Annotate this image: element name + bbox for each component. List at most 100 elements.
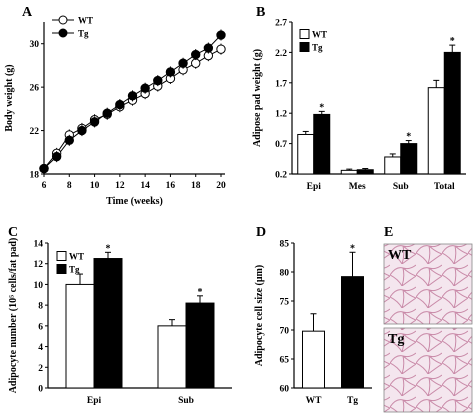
chart-b-legend-swatch <box>299 29 310 39</box>
chart-a-point-tg <box>51 151 62 162</box>
chart-a-point-tg <box>216 30 226 40</box>
chart-a-point-tg <box>115 99 125 110</box>
panel-e-letter: E <box>384 225 393 240</box>
chart-d-bar-tg <box>341 276 364 389</box>
chart-a-point-tg <box>77 125 87 136</box>
chart-b-y-axis-label: Adipose pad weight (g) <box>252 49 263 147</box>
chart-a-legend-label: WT <box>78 16 93 26</box>
chart-c-bar-wt-epi <box>65 283 95 389</box>
chart-a-point-wt <box>216 44 226 54</box>
chart-d-y-axis-label: Adipocyte cell size (μm) <box>254 265 265 366</box>
chart-d-y-tick-label: 85 <box>280 240 290 250</box>
chart-a-y-axis-label: Body weight (g) <box>4 64 15 131</box>
chart-b-y-tick-label: 0.2 <box>275 171 287 181</box>
panel-c-letter: C <box>8 225 18 240</box>
micrograph-tg-label: Tg <box>388 332 404 347</box>
chart-a-x-tick-label: 6 <box>42 181 47 191</box>
chart-b-bar-tg-epi <box>313 113 331 175</box>
chart-d-y-tick-label: 65 <box>280 356 290 366</box>
panel-b-letter: B <box>256 5 265 20</box>
chart-c-legend-swatch <box>56 264 67 274</box>
chart-a-point-tg <box>89 117 100 127</box>
chart-c-x-tick-label: Epi <box>87 396 102 406</box>
chart-a-point-tg <box>102 108 112 118</box>
chart-a-point-tg <box>191 49 201 60</box>
chart-a-legend-marker <box>58 15 68 25</box>
chart-b-bar-wt-total <box>427 87 445 175</box>
chart-c-significance-marker: * <box>106 243 111 254</box>
chart-c-x-tick-label: Sub <box>178 396 194 406</box>
chart-b-significance-marker: * <box>406 132 411 143</box>
chart-b-legend-swatch <box>299 42 310 52</box>
chart-b: 0.2 0.7 1.2 1.7 2.2 2.7 Adipose pad weight (g)… <box>252 19 466 192</box>
chart-c-legend-swatch <box>56 251 67 261</box>
chart-b-y-tick-label: 1.2 <box>275 110 287 120</box>
chart-b-x-tick-label: Mes <box>349 182 366 192</box>
chart-a-x-tick-label: 10 <box>90 181 100 191</box>
chart-b-bar-wt-epi <box>297 133 315 175</box>
chart-b-y-tick-label: 2.7 <box>275 19 287 29</box>
chart-c-legend-label: WT <box>69 252 84 262</box>
chart-d-x-tick-label: WT <box>306 396 323 406</box>
chart-a: 18 22 26 30 Body weight (g) 6 8 10 12 14 16 18 20 Tim… <box>4 15 226 207</box>
chart-a-y-tick-label: 22 <box>30 127 40 137</box>
panel-d-letter: D <box>256 225 266 240</box>
chart-b-y-tick-label: 1.7 <box>275 79 287 89</box>
chart-c-y-tick-label: 4 <box>38 343 43 353</box>
chart-d-x-tick-label: Tg <box>347 396 358 406</box>
chart-c-y-tick-label: 12 <box>34 260 44 270</box>
chart-b-x-tick-label: Epi <box>307 182 322 192</box>
chart-b-significance-marker: * <box>450 36 455 47</box>
chart-a-legend-marker <box>58 28 68 38</box>
micrograph-wt-label: WT <box>388 248 412 263</box>
chart-a-point-tg <box>127 91 138 101</box>
chart-b-legend-label: WT <box>312 30 327 40</box>
chart-b-bar-tg-mes <box>356 169 374 175</box>
chart-a-x-tick-label: 16 <box>166 181 176 191</box>
chart-a-legend-label: Tg <box>78 29 89 39</box>
chart-a-point-tg <box>165 67 176 77</box>
chart-a-point-wt <box>191 58 201 68</box>
panel-a-letter: A <box>22 5 33 20</box>
chart-a-x-axis-label: Time (weeks) <box>106 196 163 207</box>
chart-b-y-tick-label: 0.7 <box>275 140 287 150</box>
chart-d: 60 65 70 75 80 85 Adipocyte cell size (μm) WT * T… <box>254 240 372 406</box>
chart-a-point-tg <box>178 58 188 68</box>
chart-c-bar-tg-sub <box>185 302 215 389</box>
chart-b-bar-tg-total <box>443 51 461 175</box>
chart-a-x-tick-label: 18 <box>191 181 201 191</box>
chart-a-y-tick-label: 18 <box>30 171 40 181</box>
chart-d-y-tick-label: 60 <box>280 385 290 395</box>
chart-c-legend-label: Tg <box>69 265 80 275</box>
chart-c-bar-wt-sub <box>157 325 187 389</box>
chart-a-x-tick-label: 14 <box>140 181 150 191</box>
chart-d-y-tick-label: 75 <box>280 298 290 308</box>
chart-c-y-tick-label: 6 <box>38 322 43 332</box>
chart-d-significance-marker: * <box>350 243 355 254</box>
chart-b-x-tick-label: Sub <box>393 182 409 192</box>
chart-b-bar-wt-mes <box>340 169 358 175</box>
chart-c-y-tick-label: 14 <box>34 240 44 250</box>
chart-a-x-tick-label: 12 <box>115 181 125 191</box>
chart-a-x-tick-label: 20 <box>216 181 226 191</box>
chart-a-point-tg <box>153 75 163 86</box>
chart-a-point-tg <box>39 163 49 174</box>
chart-b-bar-wt-sub <box>384 156 402 175</box>
chart-c: 0 2 4 6 8 10 12 14 Adipocyte number (10⁵ cells/f… <box>8 238 232 406</box>
chart-a-point-tg <box>64 135 74 146</box>
chart-a-y-tick-label: 26 <box>30 84 40 94</box>
chart-c-significance-marker: * <box>198 287 203 298</box>
chart-a-x-tick-label: 8 <box>67 181 72 191</box>
chart-a-y-tick-label: 30 <box>30 40 40 50</box>
chart-c-bar-tg-epi <box>93 258 123 389</box>
chart-d-y-tick-label: 80 <box>280 269 290 279</box>
chart-a-point-tg <box>203 43 214 53</box>
chart-b-bar-tg-sub <box>400 143 418 175</box>
chart-b-y-tick-label: 2.2 <box>275 49 287 59</box>
micrograph-tg: Tg <box>383 327 473 413</box>
chart-c-y-tick-label: 2 <box>38 364 43 374</box>
chart-b-legend-label: Tg <box>312 43 323 53</box>
chart-c-y-tick-label: 0 <box>38 385 43 395</box>
chart-c-y-axis-label: Adipocyte number (10⁵ cells/fat pad) <box>8 238 19 394</box>
